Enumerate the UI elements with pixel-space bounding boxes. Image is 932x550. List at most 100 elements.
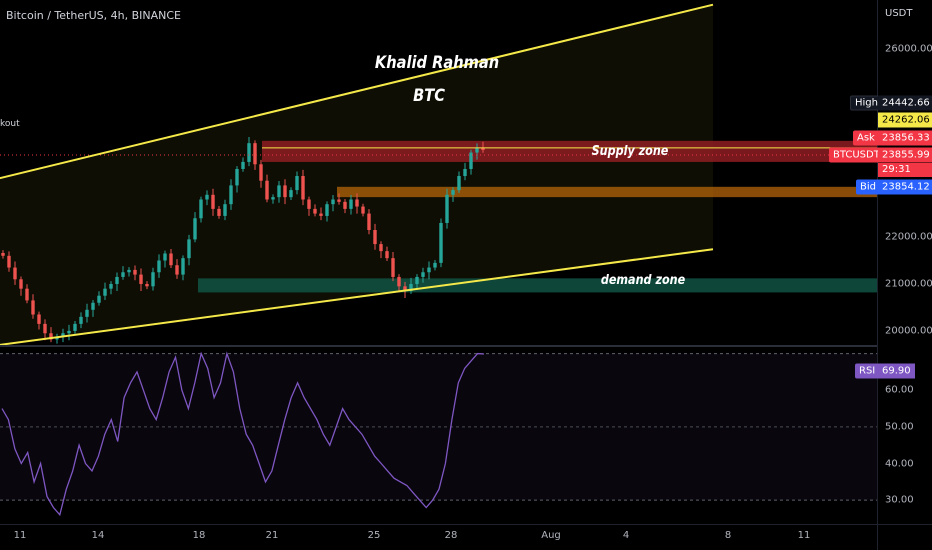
demand-zone-label[interactable]: demand zone [600, 273, 686, 288]
candle-body [223, 204, 227, 216]
axis-currency-label[interactable]: USDT [885, 8, 913, 19]
candle-body [361, 206, 365, 214]
candle-body [85, 309, 89, 317]
rsi-axis-tick: 30.00 [885, 494, 914, 506]
price-chart-pane[interactable] [0, 0, 877, 345]
candle-body [235, 168, 239, 186]
candle-body [313, 208, 317, 214]
candle-body [163, 253, 167, 261]
bar-countdown: 29:31 [878, 163, 932, 177]
zone-demand-zone [198, 278, 877, 293]
candle-body [7, 255, 11, 268]
candle-body [19, 279, 23, 289]
line-price-tag: 24262.06 [878, 112, 932, 128]
time-axis-tick: 21 [265, 530, 279, 541]
time-axis-tick: 8 [724, 530, 732, 541]
supply-zone-label[interactable]: Supply zone [591, 144, 669, 159]
author-annotation[interactable]: Khalid Rahman [374, 53, 500, 73]
candle-body [385, 251, 389, 259]
candle-body [391, 258, 395, 277]
candle-body [319, 213, 323, 216]
candle-body [325, 204, 329, 216]
candle-body [157, 260, 161, 273]
time-axis-tick: 11 [797, 530, 811, 541]
rsi-axis-tick: 50.00 [885, 421, 914, 433]
candle-body [97, 295, 101, 303]
candle-body [43, 323, 47, 334]
candle-body [379, 244, 383, 252]
candle-body [421, 272, 425, 277]
bid-tag-label: Bid [856, 179, 880, 195]
candle-body [439, 222, 443, 263]
candle-body [181, 258, 185, 275]
candle-body [145, 283, 149, 287]
price-axis-tick: 22000.00 [885, 231, 932, 243]
candle-body [31, 300, 35, 315]
rsi-line [1, 351, 485, 517]
price-axis-tick: 26000.00 [885, 43, 932, 55]
candle-body [475, 147, 479, 153]
candle-body [451, 190, 455, 195]
candle-body [91, 302, 95, 310]
channel-lines-layer [0, 3, 877, 345]
candle-body [133, 269, 137, 275]
channel-lower-line [0, 248, 714, 345]
candle-body [469, 152, 473, 169]
candle-body [415, 276, 419, 284]
pane-separator[interactable] [0, 345, 877, 347]
candle-body [403, 286, 407, 292]
candle-body [397, 276, 401, 287]
candle-body [349, 199, 353, 209]
candle-body [259, 164, 263, 181]
bid-price-tag: 23854.12 [878, 179, 932, 195]
rsi-pane[interactable] [0, 347, 877, 524]
candle-body [295, 176, 299, 191]
rsi-tag-label: RSI [855, 363, 880, 379]
candle-body [67, 330, 71, 334]
candle-body [445, 194, 449, 223]
zone-orange-zone [337, 186, 877, 198]
time-axis-tick: 28 [444, 530, 458, 541]
candle-body [367, 213, 371, 230]
candle-body [139, 274, 143, 284]
candle-body [73, 323, 77, 331]
candle-body [193, 218, 197, 240]
last-price-tag: 23855.99 [878, 147, 932, 163]
zone-supply-zone [262, 140, 877, 162]
candle-body [229, 185, 233, 205]
candle-body [187, 239, 191, 259]
candle-body [289, 190, 293, 198]
candle-body [79, 316, 83, 324]
candle-body [433, 262, 437, 268]
candle-body [307, 199, 311, 209]
candle-body [217, 208, 221, 216]
symbol-title[interactable]: Bitcoin / TetherUS, 4h, BINANCE [6, 9, 182, 22]
time-axis-tick: Aug [541, 530, 561, 541]
candle-body [301, 176, 305, 200]
candle-body [13, 267, 17, 280]
channel-upper-line [0, 3, 714, 180]
candle-body [271, 197, 275, 200]
time-axis-tick: 25 [367, 530, 381, 541]
candle-body [265, 180, 269, 200]
high-price-tag: 24442.66 [878, 95, 932, 111]
ask-tag-label: Ask [853, 130, 879, 146]
candle-body [127, 269, 131, 273]
candle-body [355, 199, 359, 207]
time-axis-tick: 11 [13, 530, 27, 541]
candle-body [253, 143, 257, 165]
candle-body [175, 265, 179, 275]
ticker-annotation[interactable]: BTC [413, 86, 445, 106]
candle-body [241, 161, 245, 169]
price-axis-tick: 20000.00 [885, 325, 932, 337]
candles-layer [1, 137, 485, 344]
candle-body [409, 283, 413, 292]
candle-body [115, 276, 119, 284]
candle-body [457, 176, 461, 191]
candle-body [283, 185, 287, 198]
price-axis-tick: 21000.00 [885, 278, 932, 290]
time-axis-divider [0, 524, 932, 525]
candle-body [1, 253, 5, 256]
time-axis-tick: 14 [91, 530, 105, 541]
